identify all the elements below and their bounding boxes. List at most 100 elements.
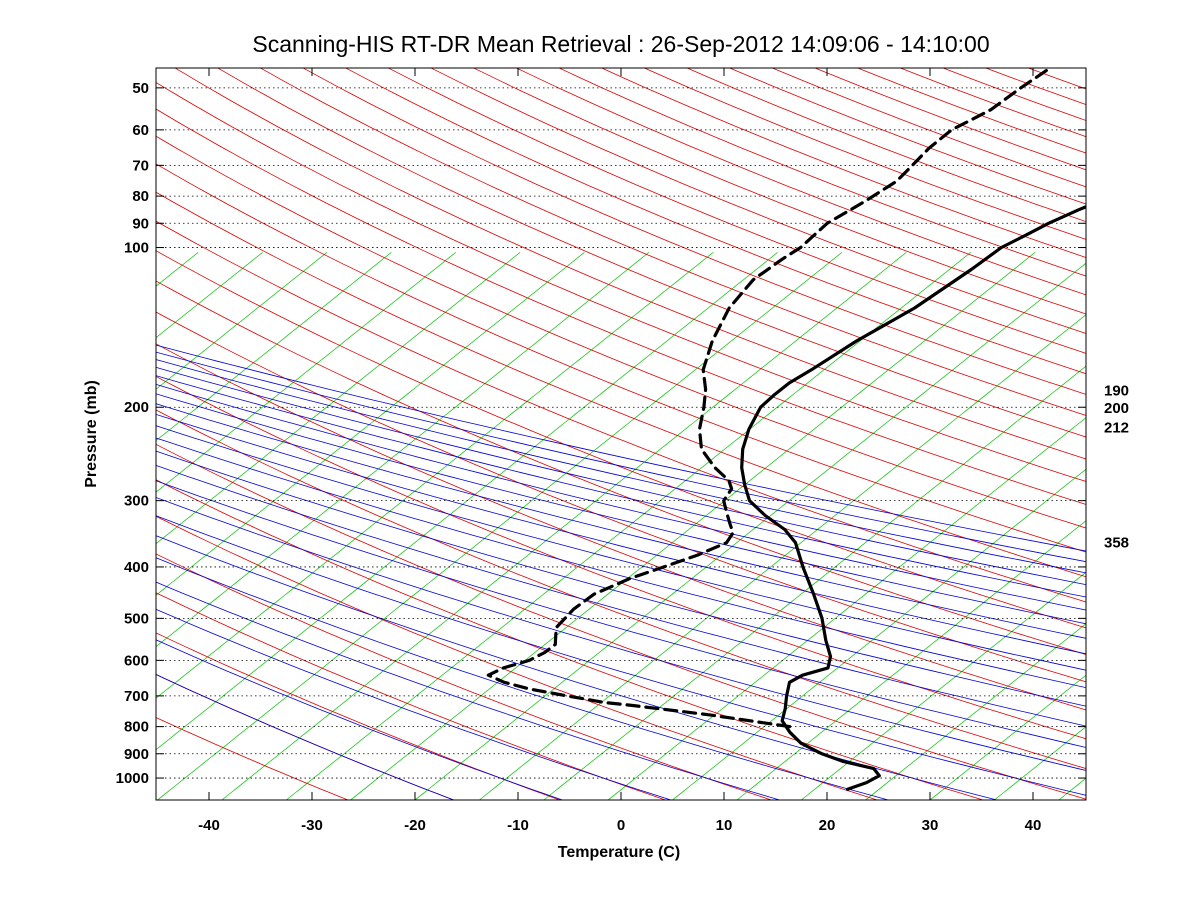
mixing-ratio-line <box>156 252 649 648</box>
dry-adiabat-line <box>600 68 1086 259</box>
dry-adiabat-line <box>156 376 1086 740</box>
dry-adiabat-line <box>686 68 1086 223</box>
x-tick-label: 20 <box>819 817 836 834</box>
y-tick-label: 80 <box>132 188 149 205</box>
moist-adiabat-line <box>156 351 1086 563</box>
mixing-ratio-line <box>865 623 1086 800</box>
level-label: 212 <box>1104 420 1129 437</box>
dry-adiabat-line <box>216 68 1086 438</box>
moist-adiabat-line <box>156 383 1086 611</box>
mixing-ratio-line <box>736 520 1086 800</box>
plot-area <box>156 68 1086 800</box>
moist-adiabat-line <box>156 393 1086 625</box>
x-tick-label: 10 <box>716 817 733 834</box>
dewpoint-profile-line <box>486 68 1051 729</box>
x-tick-label: -30 <box>301 817 323 834</box>
mixing-ratio-line <box>156 252 714 699</box>
x-tick-label: -40 <box>198 817 220 834</box>
dry-adiabat-line <box>156 343 1086 711</box>
level-label: 358 <box>1104 534 1129 551</box>
level-label: 190 <box>1104 382 1129 399</box>
dry-adiabat-line <box>387 68 1086 354</box>
x-tick-label: 30 <box>922 817 939 834</box>
moist-adiabat-line <box>156 413 1086 655</box>
dry-adiabat-line <box>156 135 1086 529</box>
dry-adiabat-line <box>728 68 1086 205</box>
dry-adiabat-line <box>344 68 1086 375</box>
dry-adiabat-line <box>156 311 1086 683</box>
y-tick-label: 1000 <box>116 770 149 787</box>
moist-adiabat-line <box>156 437 1086 689</box>
dry-adiabat-line <box>174 68 1086 460</box>
dry-adiabat-line <box>156 250 1086 629</box>
y-tick-label: 300 <box>124 493 149 510</box>
level-label: 200 <box>1104 400 1129 417</box>
moist-adiabat-line <box>156 608 672 800</box>
dry-adiabat-line <box>156 515 878 800</box>
y-tick-label: 200 <box>124 399 149 416</box>
mixing-ratio-line <box>478 314 1086 800</box>
dry-adiabat-line <box>430 68 1086 334</box>
moist-adiabat-line <box>156 450 1086 707</box>
y-tick-label: 500 <box>124 610 149 627</box>
dry-adiabat-line <box>156 220 1086 603</box>
moist-adiabat-line <box>156 403 1086 639</box>
pressure-gridlines <box>156 87 1086 779</box>
moist-adiabat-line <box>156 425 1086 671</box>
dry-adiabat-line <box>156 443 1086 800</box>
dry-adiabat-line <box>156 553 772 800</box>
dry-adiabat-line <box>156 479 984 800</box>
dry-adiabat-line <box>558 68 1086 277</box>
y-tick-label: 60 <box>132 122 149 139</box>
moist-adiabat-line <box>156 359 1086 574</box>
x-tick-label: -20 <box>404 817 426 834</box>
moist-adiabat-line <box>156 464 1086 727</box>
x-tick-label: 40 <box>1025 817 1042 834</box>
y-axis-label: Pressure (mb) <box>83 380 100 488</box>
y-tick-label: 600 <box>124 652 149 669</box>
moist-adiabat-line <box>156 557 889 800</box>
x-tick-label: 0 <box>617 817 625 834</box>
y-tick-label: 50 <box>132 80 149 97</box>
y-tick-label: 400 <box>124 559 149 576</box>
dry-adiabat-line <box>259 68 1086 416</box>
dry-adiabat-line <box>771 68 1086 188</box>
dry-adiabat-line <box>156 191 1086 578</box>
mixing-ratio-line <box>800 571 1086 800</box>
y-tick-label: 700 <box>124 688 149 705</box>
dry-adiabat-line <box>302 68 1086 395</box>
moist-adiabat-line <box>156 366 1086 586</box>
mixing-ratio-line <box>156 252 456 493</box>
moist-adiabat-line <box>156 535 998 800</box>
mixing-ratio-line <box>221 252 907 800</box>
y-tick-label: 800 <box>124 719 149 736</box>
moist-adiabat-line <box>156 375 1086 598</box>
mixing-ratio-line <box>929 674 1086 800</box>
dry-adiabat-line <box>515 68 1086 296</box>
y-tick-label: 100 <box>124 240 149 257</box>
moist-adiabat-line <box>156 673 455 800</box>
dry-adiabat-line <box>156 280 1086 655</box>
x-tick-label: -10 <box>507 817 529 834</box>
dry-adiabat-line <box>156 108 1086 505</box>
x-axis-label: Temperature (C) <box>558 844 680 861</box>
y-tick-label: 900 <box>124 746 149 763</box>
dry-adiabat-line <box>156 632 560 800</box>
mixing-ratio-line <box>156 252 585 596</box>
moist-adiabat-line <box>156 639 563 800</box>
moist-adiabat-line <box>156 344 1086 552</box>
mixing-ratio-line <box>157 252 843 800</box>
dry-adiabat-line <box>156 592 666 800</box>
mixing-ratio-line <box>156 252 328 390</box>
y-tick-label: 70 <box>132 157 149 174</box>
axis-ticks: 5060708090100200300400500600700800900100… <box>116 68 1129 834</box>
dry-adiabat-line <box>472 68 1086 315</box>
moist-adiabat-line <box>156 497 1086 771</box>
dry-adiabat-line <box>156 81 1086 482</box>
dry-adiabat-line <box>156 163 1086 553</box>
dry-adiabat-line <box>643 68 1086 240</box>
mixing-ratio-line <box>607 417 1086 800</box>
moist-adiabat-line <box>156 515 1086 796</box>
mixing-ratio-line <box>414 262 1086 800</box>
